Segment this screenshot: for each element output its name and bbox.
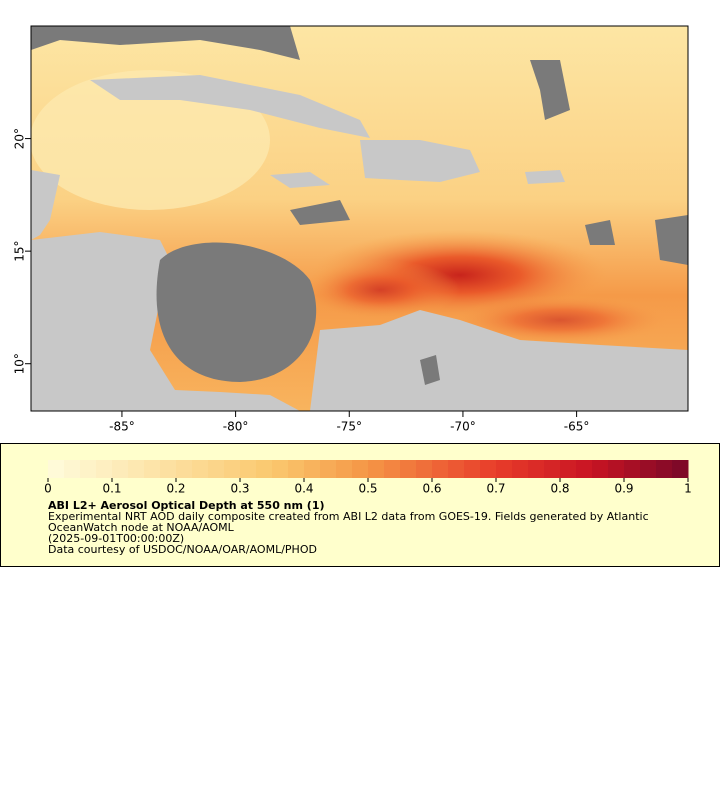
colorbar-step	[640, 460, 657, 478]
colorbar-step	[560, 460, 577, 478]
colorbar-tick-label: 0.9	[614, 482, 633, 496]
colorbar-step	[288, 460, 305, 478]
colorbar-step	[608, 460, 625, 478]
map-image	[31, 26, 688, 411]
colorbar-step	[144, 460, 161, 478]
colorbar-step	[400, 460, 417, 478]
colorbar-step	[592, 460, 609, 478]
x-tick-label: -80°	[223, 420, 249, 434]
colorbar-step	[112, 460, 129, 478]
colorbar-tick-label: 0	[44, 482, 52, 496]
colorbar-step	[176, 460, 193, 478]
colorbar-step	[528, 460, 545, 478]
colorbar-step	[576, 460, 593, 478]
colorbar-step	[48, 460, 65, 478]
colorbar-tick-label: 0.5	[358, 482, 377, 496]
colorbar-step	[240, 460, 257, 478]
colorbar-step	[448, 460, 465, 478]
colorbar-step	[208, 460, 225, 478]
legend-credit: Data courtesy of USDOC/NOAA/OAR/AOML/PHO…	[48, 543, 317, 556]
colorbar-step	[544, 460, 561, 478]
colorbar-tick-label: 0.8	[550, 482, 569, 496]
colorbar-tick-label: 1	[684, 482, 692, 496]
x-tick-label: -70°	[450, 420, 476, 434]
colorbar-step	[128, 460, 145, 478]
colorbar: 0 0.1 0.2 0.3 0.4 0.5 0.6 0.7 0.8 0.9 1	[44, 460, 692, 496]
axes: -85° -80° -75° -70° -65° 10° 15° 20°	[13, 128, 590, 434]
legend-text: ABI L2+ Aerosol Optical Depth at 550 nm …	[48, 500, 688, 555]
y-tick-label: 10°	[13, 353, 27, 374]
colorbar-step	[368, 460, 385, 478]
colorbar-tick-label: 0.2	[166, 482, 185, 496]
colorbar-step	[496, 460, 513, 478]
colorbar-step	[320, 460, 337, 478]
colorbar-step	[416, 460, 433, 478]
colorbar-step	[272, 460, 289, 478]
x-tick-label: -65°	[564, 420, 590, 434]
colorbar-tick-label: 0.7	[486, 482, 505, 496]
colorbar-step	[432, 460, 449, 478]
y-tick-label: 15°	[13, 241, 27, 262]
colorbar-step	[256, 460, 273, 478]
legend-time: (2025-09-01T00:00:00Z)	[48, 532, 185, 545]
colorbar-step	[352, 460, 369, 478]
colorbar-step	[64, 460, 81, 478]
colorbar-step	[192, 460, 209, 478]
colorbar-step	[304, 460, 321, 478]
colorbar-step	[480, 460, 497, 478]
colorbar-step	[512, 460, 529, 478]
colorbar-step	[96, 460, 113, 478]
colorbar-step	[624, 460, 641, 478]
x-tick-label: -85°	[109, 420, 135, 434]
legend-title: ABI L2+ Aerosol Optical Depth at 550 nm …	[48, 499, 325, 512]
colorbar-tick-label: 0.1	[102, 482, 121, 496]
map-frame	[30, 25, 689, 412]
colorbar-step	[80, 460, 97, 478]
colorbar-tick-label: 0.3	[230, 482, 249, 496]
legend-description: Experimental NRT AOD daily composite cre…	[48, 510, 649, 534]
colorbar-step	[224, 460, 241, 478]
colorbar-step	[384, 460, 401, 478]
colorbar-tick-label: 0.6	[422, 482, 441, 496]
colorbar-step	[656, 460, 673, 478]
colorbar-step	[464, 460, 481, 478]
colorbar-step	[160, 460, 177, 478]
colorbar-step	[672, 460, 689, 478]
colorbar-tick-label: 0.4	[294, 482, 313, 496]
x-tick-label: -75°	[336, 420, 362, 434]
y-tick-label: 20°	[13, 128, 27, 149]
colorbar-step	[336, 460, 353, 478]
